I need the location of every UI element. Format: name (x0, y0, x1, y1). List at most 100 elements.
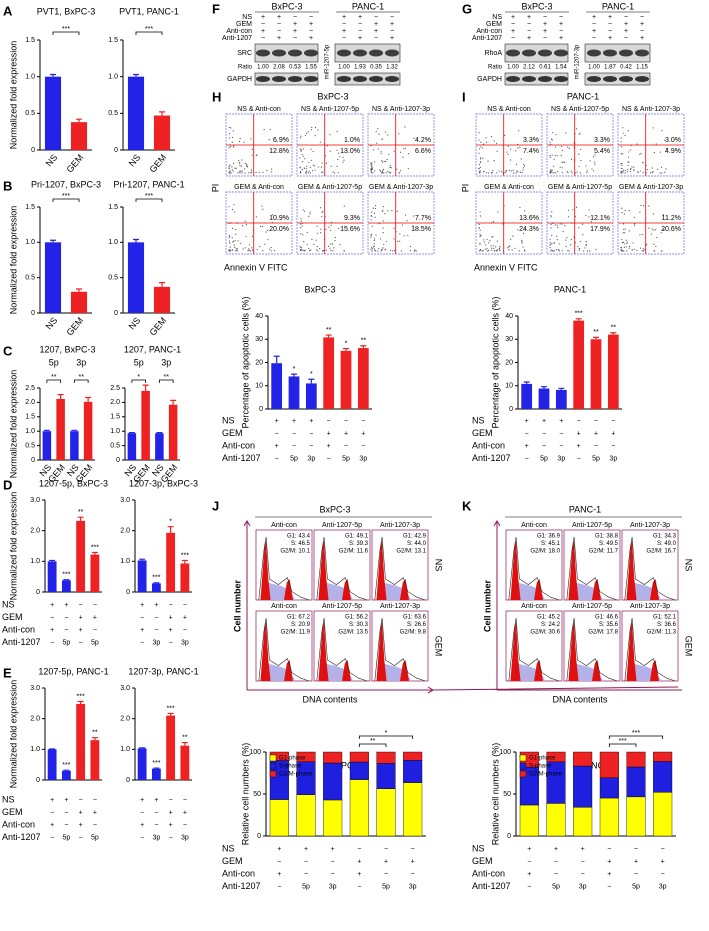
flow-dot (304, 134, 307, 137)
condition-value: + (559, 21, 563, 28)
flow-dot (479, 171, 481, 173)
flow-dot (496, 150, 498, 152)
condition-value: + (327, 443, 331, 450)
condition-value: 3p (152, 834, 160, 841)
flow-dot (584, 247, 586, 249)
flow-dot (491, 249, 493, 251)
bar (153, 286, 171, 313)
flow-dot (571, 172, 573, 174)
loading-label: GAPDH (477, 76, 502, 83)
flow-dot (263, 129, 265, 131)
significance-label: *** (145, 193, 153, 200)
cell-cycle-stat: G2/M: 17.8 (588, 630, 618, 636)
flow-dot (630, 167, 632, 170)
flow-y-label: PI (210, 184, 220, 193)
flow-dot (382, 205, 384, 208)
flow-dot (377, 148, 379, 150)
flow-dot (652, 127, 654, 129)
column-label: Anti-1207-3p (630, 522, 670, 529)
flow-dot (653, 229, 655, 231)
flow-dot (334, 236, 336, 239)
flow-dot (511, 249, 513, 251)
flow-dot (301, 169, 303, 171)
condition-value: − (640, 28, 644, 35)
error-bar (63, 579, 70, 581)
condition-value: − (50, 614, 54, 621)
lower-right-percent: 20.0% (269, 226, 289, 233)
y-tick-label: 3.0 (120, 685, 130, 692)
ratio-value: 0.53 (289, 65, 301, 71)
flow-dot (505, 170, 507, 172)
condition-value: − (93, 627, 97, 634)
flow-dot (316, 249, 318, 251)
group-label: 5p (134, 357, 144, 367)
flow-dot (382, 227, 384, 229)
flow-dot (478, 168, 480, 170)
flow-dot (231, 169, 233, 171)
ratio-value: 1.00 (338, 65, 350, 71)
flow-dot (478, 163, 480, 165)
condition-value: − (79, 602, 83, 609)
flow-dot (330, 165, 332, 167)
flow-dot (651, 167, 653, 169)
error-bar (49, 559, 56, 562)
flow-dot (403, 148, 405, 150)
y-tick-label: 1.0 (120, 558, 130, 565)
flow-dot (379, 169, 381, 171)
cell-cycle-stat: S: 26.6 (407, 622, 427, 628)
flow-dot (549, 172, 551, 174)
y-tick-label: 3.0 (30, 497, 40, 504)
condition-value: 3p (359, 455, 367, 462)
flow-dot (623, 228, 625, 230)
condition-value: + (525, 418, 529, 425)
flow-dot (550, 244, 552, 246)
x-tick-label: NS (44, 315, 60, 331)
flow-dot (627, 130, 629, 132)
flow-dot (551, 242, 553, 245)
flow-dot (299, 166, 301, 168)
flow-dot (482, 157, 484, 159)
condition-label: NS (242, 14, 252, 21)
flow-dot (620, 170, 622, 172)
flow-dot (389, 249, 392, 251)
flow-dot (370, 170, 372, 172)
flow-dot (370, 164, 372, 166)
flow-dot (387, 134, 389, 136)
condition-value: + (140, 627, 144, 634)
band (603, 49, 617, 57)
y-tick-label: 2.5 (110, 385, 120, 392)
flow-dot (301, 249, 303, 251)
condition-value: − (64, 822, 68, 829)
condition-value: + (292, 418, 296, 425)
flow-dot (651, 228, 653, 230)
flow-dot (549, 155, 551, 157)
blot-membrane (334, 43, 401, 63)
flow-dot (228, 235, 231, 237)
flow-dot (594, 154, 596, 156)
flow-dot (479, 170, 481, 172)
flow-dot (625, 239, 627, 241)
flow-dot (628, 245, 631, 248)
g1-peak (318, 540, 329, 600)
flow-dot (314, 169, 316, 171)
condition-value: − (640, 14, 644, 21)
bar-segment (323, 751, 343, 764)
y-tick-label: 1.0 (30, 558, 40, 565)
cell-cycle-stat: S: 35.6 (599, 622, 619, 628)
chart-title: 1207, PANC-1 (124, 344, 181, 354)
flow-dot (655, 245, 657, 248)
flow-dot (631, 166, 633, 168)
flow-dot (308, 215, 310, 217)
flow-dot (260, 225, 262, 227)
flow-dot (570, 158, 573, 160)
flow-dot (342, 156, 344, 158)
flow-dot (549, 241, 551, 244)
flow-dot (586, 170, 588, 172)
flow-dot (235, 167, 237, 169)
cell-cycle-stat: G1: 43.4 (287, 534, 311, 540)
significance-label: ** (164, 374, 170, 381)
flow-dot (239, 137, 241, 140)
flow-dot (270, 171, 273, 173)
flow-dot (321, 171, 323, 173)
flow-dot (514, 247, 516, 249)
